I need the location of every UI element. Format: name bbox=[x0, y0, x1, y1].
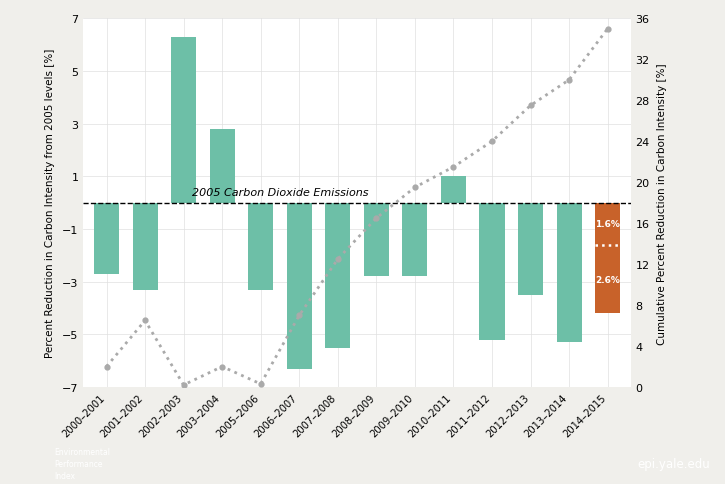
Bar bbox=[595, 203, 620, 245]
Bar bbox=[94, 203, 119, 274]
Text: 1.6%: 1.6% bbox=[595, 220, 620, 229]
Bar bbox=[402, 203, 428, 277]
Y-axis label: Cumulative Percent Reduction in Carbon Intensity [%]: Cumulative Percent Reduction in Carbon I… bbox=[657, 63, 667, 344]
Bar bbox=[479, 203, 505, 340]
Bar bbox=[210, 130, 235, 203]
Bar bbox=[595, 245, 620, 314]
Text: epi.yale.edu: epi.yale.edu bbox=[638, 457, 710, 470]
Text: 2005 Carbon Dioxide Emissions: 2005 Carbon Dioxide Emissions bbox=[191, 188, 368, 198]
Bar bbox=[557, 203, 581, 343]
Bar bbox=[171, 38, 196, 203]
Bar bbox=[248, 203, 273, 290]
Bar bbox=[326, 203, 350, 348]
Bar bbox=[364, 203, 389, 277]
Text: 2.6%: 2.6% bbox=[595, 275, 620, 284]
Bar bbox=[286, 203, 312, 369]
Bar bbox=[133, 203, 157, 290]
Bar bbox=[441, 177, 466, 203]
Bar bbox=[518, 203, 543, 295]
Text: Environmental
Performance
Index: Environmental Performance Index bbox=[54, 447, 110, 480]
Y-axis label: Percent Reduction in Carbon Intensity from 2005 levels [%]: Percent Reduction in Carbon Intensity fr… bbox=[45, 49, 55, 358]
